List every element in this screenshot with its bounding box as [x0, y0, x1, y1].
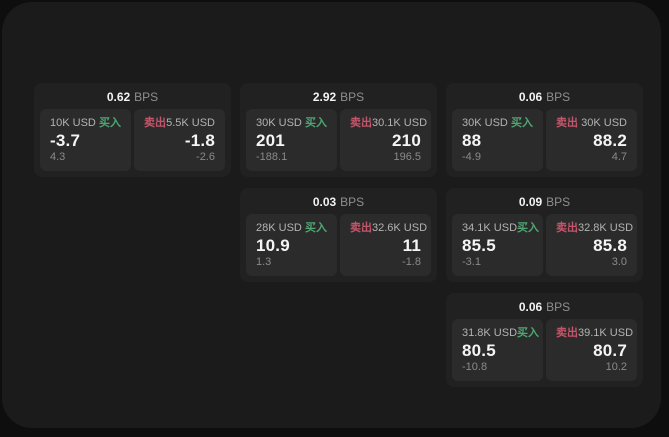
- spread-value: 0.06: [518, 300, 543, 314]
- quote-panels: 10K USD 买入 -3.7 4.3 卖出 5.5K USD -1.8 -2.…: [40, 109, 225, 171]
- quote-grid: 0.62 BPS 10K USD 买入 -3.7 4.3 卖出 5.5K USD …: [34, 83, 643, 387]
- sell-side-label: 卖出: [556, 117, 578, 129]
- quote-panels: 28K USD 买入 10.9 1.3 卖出 32.6K USD 11 -1.8: [246, 214, 431, 276]
- sell-price: 85.8: [593, 236, 627, 255]
- buy-side-label: 买入: [99, 117, 121, 129]
- sell-side-label: 卖出: [350, 117, 372, 129]
- spread-unit: BPS: [134, 90, 159, 104]
- sell-size: 32.6K USD: [372, 222, 428, 234]
- quote-panels: 34.1K USD 买入 85.5 -3.1 卖出 32.8K USD 85.8…: [452, 214, 637, 276]
- sell-price: 210: [392, 131, 421, 150]
- buy-side-label: 买入: [305, 222, 327, 234]
- buy-side-label: 买入: [517, 327, 540, 339]
- sell-side-label: 卖出: [350, 222, 372, 234]
- spread-header: 0.06 BPS: [452, 87, 637, 109]
- buy-sub-value: -4.9: [462, 151, 481, 163]
- buy-price: 201: [256, 131, 285, 150]
- buy-quote-tile[interactable]: 30K USD 买入 88 -4.9: [452, 109, 543, 171]
- sell-side-label: 卖出: [556, 327, 578, 339]
- spread-header: 0.09 BPS: [452, 192, 637, 214]
- sell-quote-tile[interactable]: 卖出 5.5K USD -1.8 -2.6: [134, 109, 225, 171]
- quote-card: 0.06 BPS 31.8K USD 买入 80.5 -10.8 卖出 39.1K…: [446, 293, 643, 387]
- quotes-panel: 0.62 BPS 10K USD 买入 -3.7 4.3 卖出 5.5K USD …: [2, 2, 661, 428]
- spread-header: 0.62 BPS: [40, 87, 225, 109]
- sell-size: 30.1K USD: [372, 117, 428, 129]
- buy-price: -3.7: [50, 131, 81, 150]
- spread-unit: BPS: [340, 195, 365, 209]
- spread-unit: BPS: [546, 300, 571, 314]
- quote-card: 0.62 BPS 10K USD 买入 -3.7 4.3 卖出 5.5K USD …: [34, 83, 231, 177]
- sell-sub-value: 3.0: [611, 256, 627, 268]
- sell-size: 30K USD: [581, 117, 627, 129]
- sell-side-label: 卖出: [556, 222, 578, 234]
- spread-header: 0.03 BPS: [246, 192, 431, 214]
- buy-size: 34.1K USD: [462, 222, 518, 234]
- spread-unit: BPS: [546, 195, 571, 209]
- sell-size: 39.1K USD: [578, 327, 634, 339]
- buy-side-label: 买入: [517, 222, 540, 234]
- spread-value: 0.06: [518, 90, 543, 104]
- quote-panels: 31.8K USD 买入 80.5 -10.8 卖出 39.1K USD 80.…: [452, 319, 637, 381]
- buy-size: 30K USD: [256, 117, 302, 129]
- buy-side-label: 买入: [511, 117, 533, 129]
- quote-card: 2.92 BPS 30K USD 买入 201 -188.1 卖出 30.1K U…: [240, 83, 437, 177]
- buy-side-label: 买入: [305, 117, 327, 129]
- buy-size: 28K USD: [256, 222, 302, 234]
- buy-price: 85.5: [462, 236, 496, 255]
- buy-quote-tile[interactable]: 34.1K USD 买入 85.5 -3.1: [452, 214, 543, 276]
- sell-size: 5.5K USD: [166, 117, 215, 129]
- sell-price: 88.2: [593, 131, 627, 150]
- sell-quote-tile[interactable]: 卖出 30K USD 88.2 4.7: [546, 109, 637, 171]
- spread-value: 0.03: [312, 195, 337, 209]
- buy-size: 31.8K USD: [462, 327, 518, 339]
- buy-sub-value: 1.3: [256, 256, 272, 268]
- spread-value: 0.62: [106, 90, 131, 104]
- sell-quote-tile[interactable]: 卖出 32.6K USD 11 -1.8: [340, 214, 431, 276]
- quote-card: 0.06 BPS 30K USD 买入 88 -4.9 卖出 30K USD 88…: [446, 83, 643, 177]
- buy-quote-tile[interactable]: 30K USD 买入 201 -188.1: [246, 109, 337, 171]
- buy-sub-value: -3.1: [462, 256, 481, 268]
- buy-price: 88: [462, 131, 482, 150]
- buy-quote-tile[interactable]: 28K USD 买入 10.9 1.3: [246, 214, 337, 276]
- buy-quote-tile[interactable]: 10K USD 买入 -3.7 4.3: [40, 109, 131, 171]
- sell-price: 80.7: [593, 341, 627, 360]
- buy-quote-tile[interactable]: 31.8K USD 买入 80.5 -10.8: [452, 319, 543, 381]
- sell-sub-value: -1.8: [402, 256, 421, 268]
- buy-sub-value: -188.1: [256, 151, 288, 163]
- sell-quote-tile[interactable]: 卖出 39.1K USD 80.7 10.2: [546, 319, 637, 381]
- spread-header: 2.92 BPS: [246, 87, 431, 109]
- buy-sub-value: -10.8: [462, 361, 488, 373]
- sell-side-label: 卖出: [144, 117, 166, 129]
- spread-unit: BPS: [340, 90, 365, 104]
- spread-unit: BPS: [546, 90, 571, 104]
- sell-sub-value: -2.6: [196, 151, 215, 163]
- sell-sub-value: 4.7: [611, 151, 627, 163]
- quote-card: 0.03 BPS 28K USD 买入 10.9 1.3 卖出 32.6K USD…: [240, 188, 437, 282]
- spread-value: 2.92: [312, 90, 337, 104]
- buy-size: 30K USD: [462, 117, 508, 129]
- quote-card: 0.09 BPS 34.1K USD 买入 85.5 -3.1 卖出 32.8K …: [446, 188, 643, 282]
- quote-panels: 30K USD 买入 201 -188.1 卖出 30.1K USD 210 1…: [246, 109, 431, 171]
- sell-price: -1.8: [184, 131, 215, 150]
- sell-sub-value: 196.5: [393, 151, 421, 163]
- buy-price: 80.5: [462, 341, 496, 360]
- spread-value: 0.09: [518, 195, 543, 209]
- sell-price: 11: [402, 236, 421, 255]
- quote-panels: 30K USD 买入 88 -4.9 卖出 30K USD 88.2 4.7: [452, 109, 637, 171]
- sell-sub-value: 10.2: [605, 361, 627, 373]
- sell-quote-tile[interactable]: 卖出 30.1K USD 210 196.5: [340, 109, 431, 171]
- buy-size: 10K USD: [50, 117, 96, 129]
- spread-header: 0.06 BPS: [452, 297, 637, 319]
- sell-size: 32.8K USD: [578, 222, 634, 234]
- buy-price: 10.9: [256, 236, 290, 255]
- sell-quote-tile[interactable]: 卖出 32.8K USD 85.8 3.0: [546, 214, 637, 276]
- buy-sub-value: 4.3: [50, 151, 66, 163]
